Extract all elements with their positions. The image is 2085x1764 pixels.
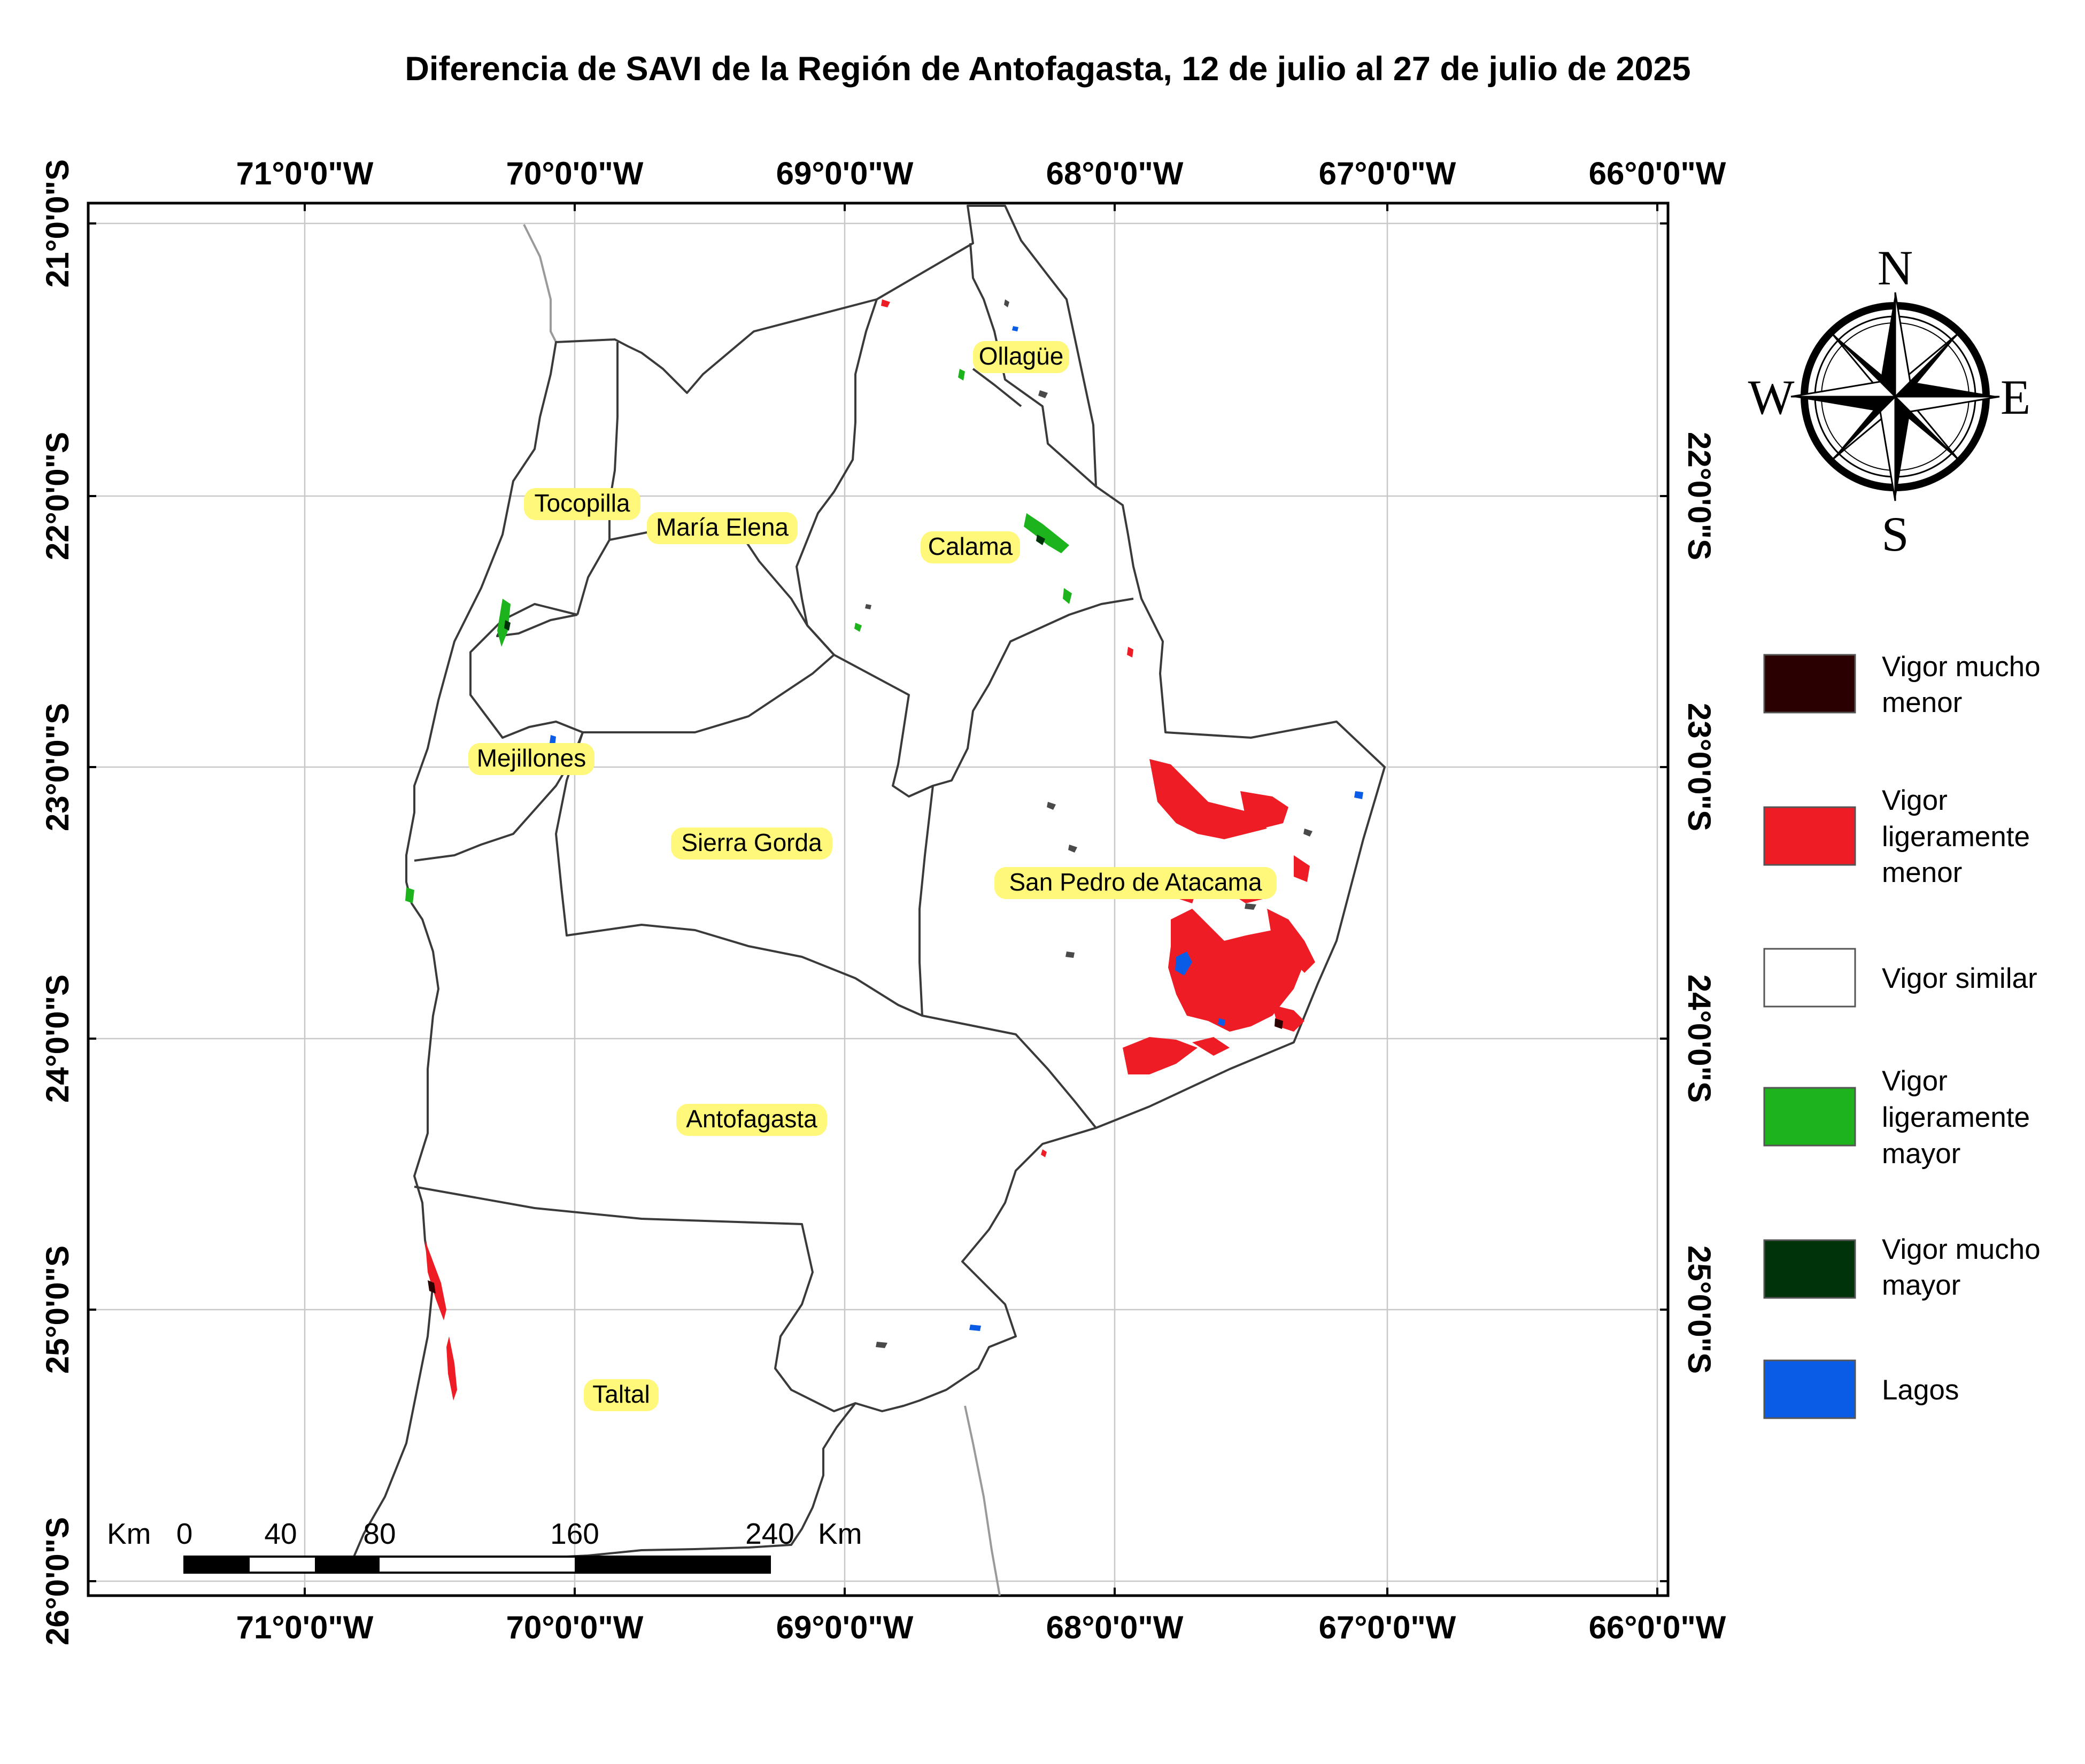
legend-item-vigor-mucho-mayor: Vigor mucho mayor xyxy=(1763,1234,2041,1301)
place-name: María Elena xyxy=(656,513,789,541)
place-name: San Pedro de Atacama xyxy=(1009,868,1262,896)
compass-west-label: W xyxy=(1748,370,1795,424)
legend-item-vigor-ligeramente-mayor: Vigor ligeramente mayor xyxy=(1763,1065,2030,1170)
lat-label: 23°0'0"S xyxy=(40,703,75,831)
lon-label: 71°0'0"W xyxy=(236,1610,374,1645)
scale-tick-label: 240 xyxy=(745,1517,794,1550)
place-label-sierra-gorda: Sierra Gorda xyxy=(671,827,832,860)
scale-tick-label: 160 xyxy=(550,1517,599,1550)
legend-label-line: ligeramente xyxy=(1882,821,2030,853)
latitude-labels-left: 21°0'0"S 22°0'0"S 23°0'0"S 24°0'0"S 25°0… xyxy=(40,159,75,1645)
international-border xyxy=(523,224,1001,1596)
map-title: Diferencia de SAVI de la Región de Antof… xyxy=(405,50,1690,88)
legend-item-lagos: Lagos xyxy=(1763,1359,1959,1419)
savi-increase-patches xyxy=(405,369,1072,903)
legend-label-line: menor xyxy=(1882,857,1962,888)
legend-label-line: Vigor mucho xyxy=(1882,1234,2041,1265)
compass-east-label: E xyxy=(2001,370,2030,424)
place-name: Tocopilla xyxy=(535,489,630,517)
legend-swatch xyxy=(1763,806,1856,866)
savi-strong-decrease-patches xyxy=(428,1018,1283,1294)
legend-label-line: Vigor mucho xyxy=(1882,651,2041,683)
legend-label-line: Vigor xyxy=(1882,785,1948,816)
graticule xyxy=(88,203,1668,1596)
legend-swatch xyxy=(1763,654,1856,714)
lat-label: 22°0'0"S xyxy=(40,432,75,560)
place-name: Sierra Gorda xyxy=(681,829,822,856)
compass-north-label: N xyxy=(1878,241,1913,295)
lon-label: 68°0'0"W xyxy=(1046,1610,1184,1645)
place-name: Antofagasta xyxy=(686,1105,817,1133)
lat-label: 25°0'0"S xyxy=(40,1245,75,1374)
legend-item-vigor-mucho-menor: Vigor mucho menor xyxy=(1763,651,2041,718)
lon-label: 66°0'0"W xyxy=(1589,1610,1726,1645)
scale-unit-left: Km xyxy=(107,1517,151,1550)
longitude-labels-top: 71°0'0"W 70°0'0"W 69°0'0"W 68°0'0"W 67°0… xyxy=(236,156,1726,191)
lon-label: 66°0'0"W xyxy=(1589,156,1726,191)
longitude-labels-bottom: 71°0'0"W 70°0'0"W 69°0'0"W 68°0'0"W 67°0… xyxy=(236,1610,1726,1645)
lon-label: 67°0'0"W xyxy=(1319,156,1456,191)
legend-label-line: menor xyxy=(1882,687,1962,718)
place-name: Ollagüe xyxy=(979,342,1064,370)
latitude-labels-right: 22°0'0"S 23°0'0"S 24°0'0"S 25°0'0"S xyxy=(1681,432,1717,1374)
lon-label: 68°0'0"W xyxy=(1046,156,1184,191)
legend: Vigor mucho menor Vigor ligeramente meno… xyxy=(1763,651,2041,1419)
scale-unit-right: Km xyxy=(818,1517,862,1550)
lat-label: 24°0'0"S xyxy=(1681,974,1717,1103)
place-label-mejillones: Mejillones xyxy=(468,743,594,775)
lon-label: 70°0'0"W xyxy=(506,1610,644,1645)
place-name: Calama xyxy=(928,532,1013,560)
place-label-antofagasta: Antofagasta xyxy=(676,1104,827,1136)
lat-label: 25°0'0"S xyxy=(1681,1245,1717,1374)
place-label-calama: Calama xyxy=(921,531,1020,563)
scale-tick-label: 0 xyxy=(176,1517,193,1550)
lat-label: 23°0'0"S xyxy=(1681,703,1717,831)
lat-label: 26°0'0"S xyxy=(40,1517,75,1645)
legend-label-line: mayor xyxy=(1882,1270,1960,1301)
map-frame xyxy=(87,202,1670,1597)
legend-swatch xyxy=(1763,1239,1856,1299)
lat-label: 21°0'0"S xyxy=(40,159,75,288)
savi-decrease-patches xyxy=(425,299,1315,1401)
legend-swatch xyxy=(1763,1359,1856,1419)
savi-strong-increase-patches xyxy=(504,535,1045,631)
legend-label-line: Lagos xyxy=(1882,1374,1959,1406)
lat-label: 22°0'0"S xyxy=(1681,432,1717,560)
legend-label-line: Vigor similar xyxy=(1882,963,2037,994)
place-label-maria-elena: María Elena xyxy=(647,512,798,544)
frame-ticks xyxy=(88,203,1668,1596)
place-label-tocopilla: Tocopilla xyxy=(524,488,640,520)
compass-rose: N S E W xyxy=(1748,241,2031,561)
legend-label-line: mayor xyxy=(1882,1138,1960,1170)
place-name: Mejillones xyxy=(477,744,586,772)
scale-bar: Km 0 40 80 160 240 Km xyxy=(107,1517,862,1574)
lon-label: 69°0'0"W xyxy=(776,1610,914,1645)
lon-label: 70°0'0"W xyxy=(506,156,644,191)
lon-label: 67°0'0"W xyxy=(1319,1610,1456,1645)
place-label-taltal: Taltal xyxy=(584,1379,659,1411)
legend-label-line: Vigor xyxy=(1882,1065,1948,1097)
place-name: Taltal xyxy=(592,1380,650,1408)
scale-tick-label: 80 xyxy=(363,1517,396,1550)
compass-south-label: S xyxy=(1881,507,1909,561)
lon-label: 69°0'0"W xyxy=(776,156,914,191)
legend-item-vigor-ligeramente-menor: Vigor ligeramente menor xyxy=(1763,785,2030,888)
salt-flat-patches xyxy=(865,299,1312,1348)
region-outline xyxy=(346,205,1386,1573)
legend-swatch xyxy=(1763,1087,1856,1147)
legend-swatch xyxy=(1763,948,1856,1008)
legend-item-vigor-similar: Vigor similar xyxy=(1763,948,2037,1008)
legend-label-line: ligeramente xyxy=(1882,1102,2030,1133)
place-label-ollague: Ollagüe xyxy=(973,341,1069,373)
lat-label: 24°0'0"S xyxy=(40,974,75,1103)
place-label-san-pedro: San Pedro de Atacama xyxy=(994,867,1277,899)
place-labels: Ollagüe Tocopilla María Elena Calama Mej… xyxy=(468,341,1277,1411)
scale-tick-label: 40 xyxy=(264,1517,297,1550)
lon-label: 71°0'0"W xyxy=(236,156,374,191)
